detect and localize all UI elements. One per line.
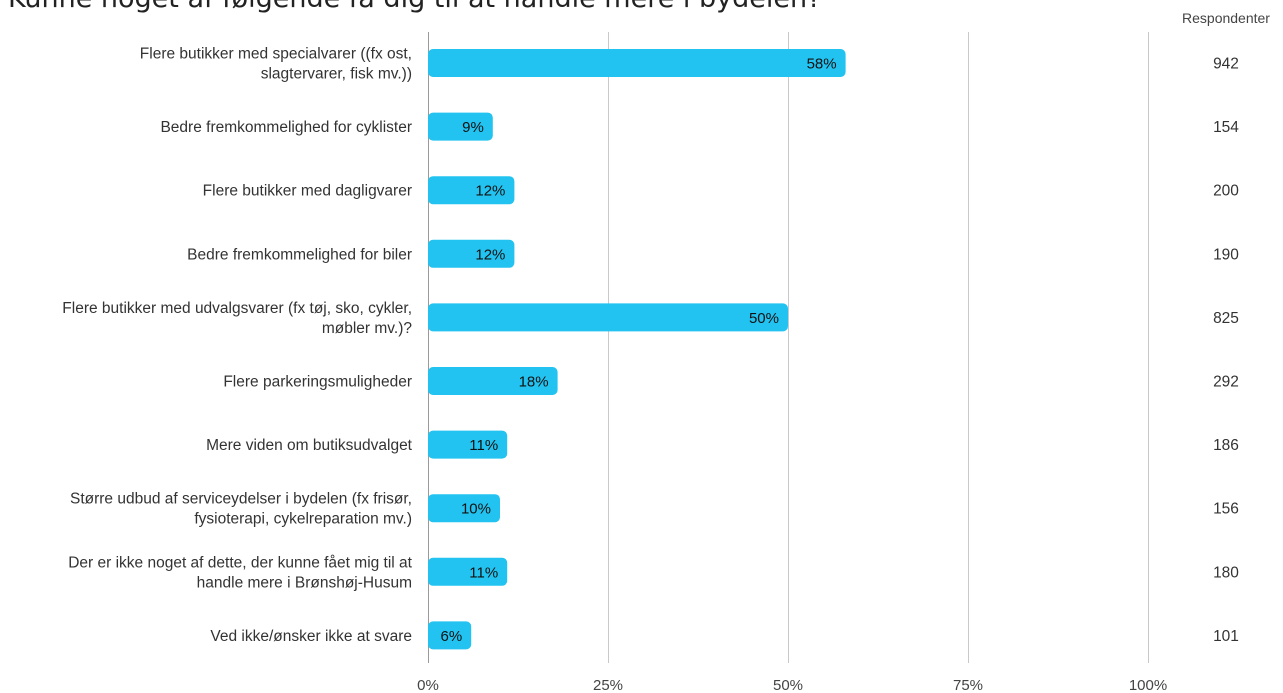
- bar: [428, 112, 493, 141]
- respondent-count: 180: [1213, 564, 1239, 581]
- bar: [428, 494, 500, 523]
- bar-value-label: 18%: [519, 374, 549, 391]
- category-label: Mere viden om butiksudvalget: [206, 437, 413, 454]
- category-labels: Flere butikker med specialvarer ((fx ost…: [62, 46, 412, 645]
- category-label: Flere parkeringsmuligheder: [223, 374, 412, 391]
- respondent-count: 825: [1213, 310, 1239, 327]
- category-label: Flere butikker med udvalgsvarer (fx tøj,…: [62, 300, 412, 317]
- bar-value-label: 10%: [461, 501, 491, 518]
- x-tick-label: 75%: [953, 677, 983, 693]
- category-label: Flere butikker med dagligvarer: [203, 183, 412, 200]
- category-label: handle mere i Brønshøj-Husum: [197, 574, 412, 591]
- respondent-count: 101: [1213, 628, 1239, 645]
- bar-value-label: 6%: [441, 628, 463, 645]
- bar: [428, 621, 472, 650]
- bar-value-label: 9%: [462, 119, 484, 136]
- respondent-count: 156: [1213, 501, 1239, 518]
- x-tick-label: 100%: [1129, 677, 1167, 693]
- respondent-count: 200: [1213, 183, 1239, 200]
- category-label: Der er ikke noget af dette, der kunne få…: [68, 554, 412, 571]
- bar: [428, 430, 508, 459]
- respondent-count: 292: [1213, 374, 1239, 391]
- bar: [428, 303, 788, 332]
- respondent-count: 190: [1213, 246, 1239, 263]
- gridlines: [428, 32, 1149, 663]
- category-label: møbler mv.)?: [322, 320, 413, 337]
- bar-value-label: 58%: [807, 56, 837, 73]
- bar: [428, 239, 515, 268]
- x-tick-label: 50%: [773, 677, 803, 693]
- respondents-header: Respondenter: [1182, 10, 1270, 26]
- bar-value-label: 11%: [469, 437, 498, 454]
- bar: [428, 176, 515, 205]
- bars: 58% 9% 12% 12% 50% 18% 11% 10% 11% 6%: [428, 49, 846, 650]
- category-label: Større udbud af serviceydelser i bydelen…: [70, 491, 412, 508]
- bar-value-label: 50%: [749, 310, 779, 327]
- bar: [428, 557, 508, 586]
- category-label: Bedre fremkommelighed for biler: [187, 246, 412, 263]
- chart-title: Kunne noget af følgende få dig til at ha…: [8, 0, 821, 14]
- respondent-count: 154: [1213, 119, 1239, 136]
- category-label: Bedre fremkommelighed for cyklister: [160, 119, 412, 136]
- category-label: fysioterapi, cykelreparation mv.): [194, 511, 412, 528]
- bar: [428, 367, 558, 395]
- bar-value-label: 12%: [475, 183, 505, 200]
- category-label: Ved ikke/ønsker ikke at svare: [210, 628, 412, 645]
- bar-value-label: 11%: [469, 564, 498, 581]
- bar: [428, 49, 846, 77]
- respondent-count: 942: [1213, 56, 1239, 73]
- bar-value-label: 12%: [475, 246, 505, 263]
- x-tick-labels: 0% 25% 50% 75% 100%: [417, 677, 1167, 693]
- respondent-count: 186: [1213, 437, 1239, 454]
- category-label: slagtervarer, fisk mv.)): [261, 66, 412, 83]
- x-tick-label: 0%: [417, 677, 439, 693]
- respondents-column: 942 154 200 190 825 292 186 156 180 101 Respondent…: [1182, 10, 1270, 645]
- category-label: Flere butikker med specialvarer ((fx ost…: [140, 46, 412, 63]
- x-tick-label: 25%: [593, 677, 623, 693]
